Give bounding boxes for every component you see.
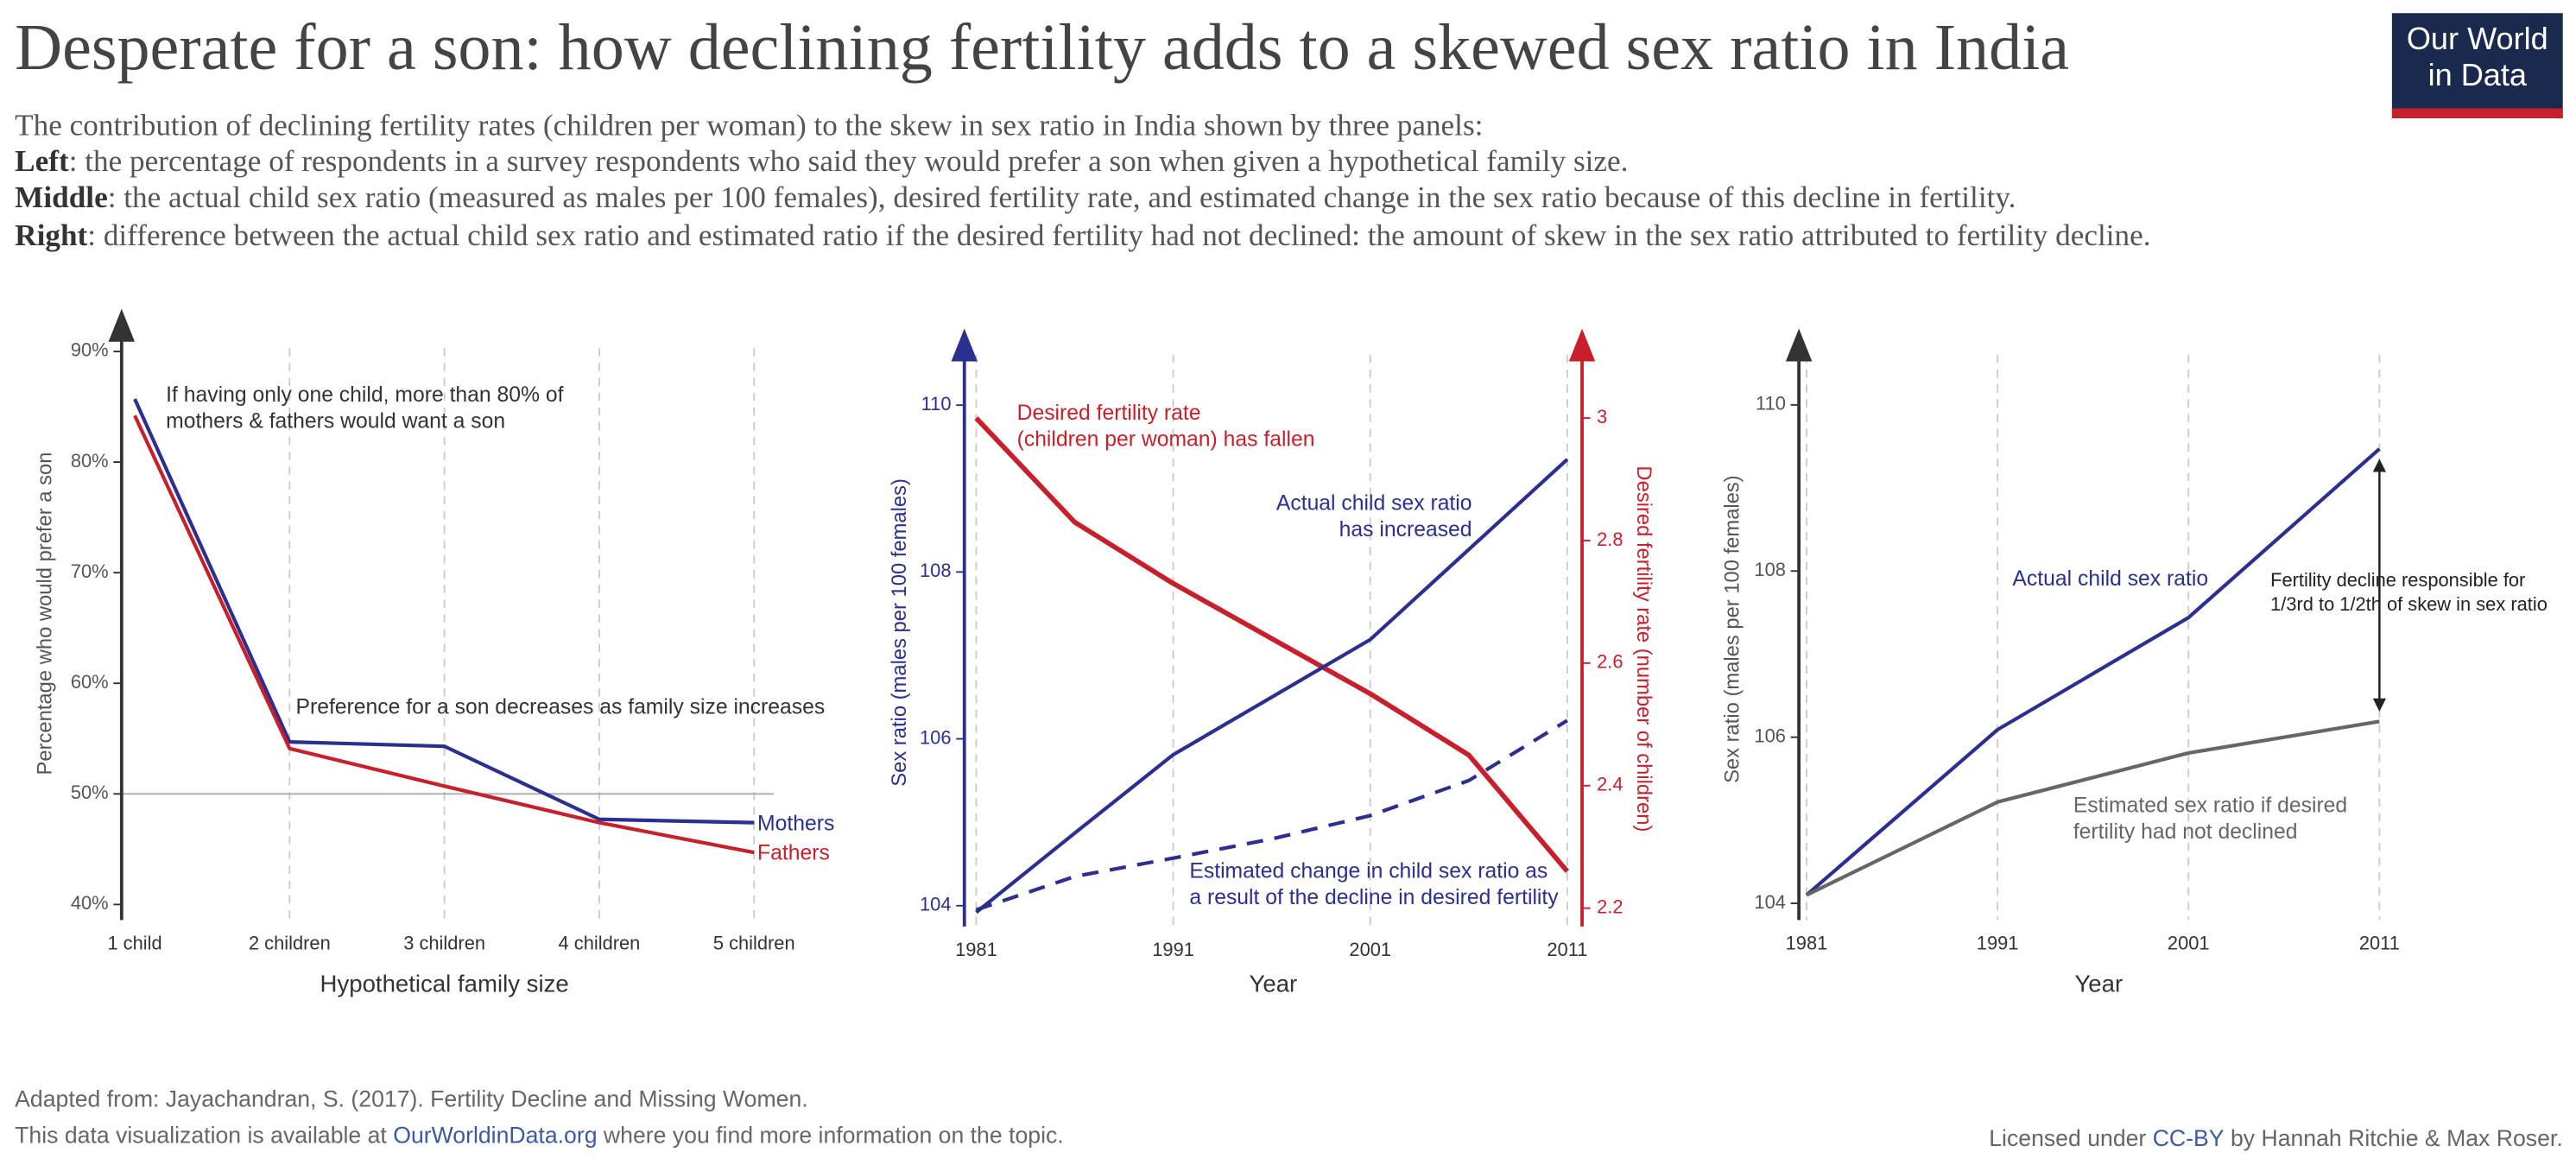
series-line bbox=[1805, 447, 2381, 897]
subtitle: Left: the percentage of respondents in a… bbox=[15, 144, 1628, 178]
series-label: fertility had not declined bbox=[2073, 820, 2298, 844]
y-tick-label: 108 bbox=[1754, 559, 1785, 580]
series-label: Actual child sex ratio bbox=[2012, 567, 2208, 591]
license: Licensed under CC-BY by Hannah Ritchie &… bbox=[1989, 1125, 2563, 1151]
panel: 1981 1991 2001 2011 Year 104 106 108 110 Sex rati… bbox=[1720, 328, 2548, 997]
series-label: Mothers bbox=[757, 813, 834, 836]
y-tick-label: 106 bbox=[920, 726, 951, 748]
series-line bbox=[133, 415, 755, 855]
y-tick-label: 50% bbox=[71, 782, 109, 803]
link[interactable]: OurWorldinData.org bbox=[393, 1122, 597, 1148]
subtitle-text: : the percentage of respondents in a sur… bbox=[69, 144, 1629, 178]
license-text: Licensed under bbox=[1989, 1125, 2152, 1151]
subtitle: Right: difference between the actual chi… bbox=[15, 218, 2150, 252]
y-tick-label: 70% bbox=[71, 560, 109, 582]
subtitle-label: Left bbox=[15, 144, 69, 178]
x-tick-label: 2001 bbox=[2168, 933, 2210, 954]
y-tick-label: 40% bbox=[71, 892, 109, 914]
series-label: has increased bbox=[1339, 518, 1472, 541]
y2-tick-label: 2.2 bbox=[1597, 896, 1623, 917]
x-tick-label: 1991 bbox=[1152, 939, 1194, 960]
logo-text: in Data bbox=[2428, 57, 2528, 92]
subtitle-label: Right bbox=[15, 218, 87, 252]
subtitle-text: : the actual child sex ratio (measured a… bbox=[108, 180, 2016, 214]
y-axis-title: Percentage who would prefer a son bbox=[34, 453, 57, 775]
series-line bbox=[133, 398, 755, 825]
series-label: (children per woman) has fallen bbox=[1017, 427, 1315, 451]
x-tick-label: 1991 bbox=[1977, 933, 2019, 954]
y-tick-label: 110 bbox=[921, 393, 952, 415]
panel: 1 child 2 children 3 children 4 children 5 c… bbox=[34, 308, 834, 997]
x-axis-title: Hypothetical family size bbox=[320, 971, 569, 997]
x-tick-label: 5 children bbox=[713, 933, 795, 954]
source: Adapted from: Jayachandran, S. (2017). F… bbox=[15, 1086, 807, 1112]
arrow-head bbox=[2372, 698, 2386, 712]
axis-arrow bbox=[108, 308, 136, 342]
y2-tick-label: 2.6 bbox=[1597, 651, 1623, 673]
series-line bbox=[975, 458, 1569, 915]
y-tick-label: 90% bbox=[71, 339, 109, 361]
x-tick-label: 2011 bbox=[1547, 939, 1587, 960]
x-tick-label: 1981 bbox=[1786, 933, 1828, 954]
x-axis-title: Year bbox=[1250, 971, 1298, 997]
annotation: Preference for a son decreases as family… bbox=[295, 695, 825, 718]
annotation: Fertility decline responsible for bbox=[2270, 569, 2525, 591]
y-tick-label: 108 bbox=[920, 560, 951, 581]
logo-band bbox=[2391, 108, 2563, 118]
note-text: where you find more information on the t… bbox=[598, 1122, 1064, 1148]
annotation: If having only one child, more than 80% … bbox=[166, 383, 563, 407]
y-tick-label: 104 bbox=[1754, 891, 1785, 913]
subtitle-label: Middle bbox=[15, 180, 108, 214]
annotation: 1/3rd to 1/2th of skew in sex ratio bbox=[2270, 593, 2548, 615]
x-tick-label: 1981 bbox=[955, 939, 997, 960]
series-line bbox=[974, 416, 1570, 873]
y-tick-label: 110 bbox=[1756, 393, 1786, 415]
series-label: a result of the decline in desired ferti… bbox=[1189, 886, 1559, 909]
note-text: This data visualization is available at bbox=[15, 1122, 393, 1148]
series-label: Estimated sex ratio if desired bbox=[2073, 794, 2347, 818]
axis-arrow bbox=[1785, 328, 1813, 362]
series-label: Estimated change in child sex ratio as bbox=[1189, 860, 1547, 883]
link[interactable]: CC-BY bbox=[2153, 1125, 2225, 1151]
logo-box bbox=[2391, 13, 2563, 118]
x-tick-label: 2 children bbox=[249, 933, 331, 954]
series-label: Fathers bbox=[757, 842, 830, 865]
series-line bbox=[975, 718, 1568, 912]
y-axis-title: Sex ratio (males per 100 females) bbox=[1720, 475, 1744, 783]
title: Desperate for a son: how declining ferti… bbox=[15, 11, 2069, 84]
annotation: mothers & fathers would want a son bbox=[166, 409, 505, 433]
y-tick-label: 106 bbox=[1754, 725, 1785, 746]
panel: 1981 1991 2001 2011 Year 104 106 108 110 Sex rati… bbox=[888, 328, 1655, 997]
y2-tick-label: 2.8 bbox=[1597, 529, 1623, 550]
subtitle-text: : difference between the actual child se… bbox=[87, 218, 2150, 252]
note: This data visualization is available at … bbox=[15, 1122, 1064, 1148]
series-label: Desired fertility rate bbox=[1017, 402, 1201, 425]
x-tick-label: 2011 bbox=[2359, 933, 2400, 954]
y2-tick-label: 2.4 bbox=[1597, 774, 1623, 795]
logo: Our World in Data bbox=[2391, 13, 2563, 118]
y-tick-label: 104 bbox=[920, 894, 951, 915]
x-tick-label: 4 children bbox=[559, 933, 641, 954]
arrow-head bbox=[2372, 459, 2386, 472]
subtitle: The contribution of declining fertility … bbox=[15, 108, 1483, 142]
license-text: by Hannah Ritchie & Max Roser. bbox=[2225, 1125, 2563, 1151]
series-line bbox=[1806, 719, 2380, 897]
series-label: Actual child sex ratio bbox=[1276, 492, 1472, 516]
y-axis-title: Sex ratio (males per 100 females) bbox=[888, 478, 911, 787]
axis-arrow bbox=[1568, 328, 1596, 362]
y2-tick-label: 3 bbox=[1597, 406, 1607, 427]
logo-text: Our World bbox=[2407, 21, 2548, 56]
y-tick-label: 80% bbox=[71, 450, 109, 472]
y2-axis-title: Desired fertility rate (number of childr… bbox=[1632, 465, 1655, 832]
x-tick-label: 3 children bbox=[403, 933, 485, 954]
axis-arrow bbox=[951, 328, 978, 362]
x-tick-label: 1 child bbox=[107, 933, 161, 954]
subtitle: Middle: the actual child sex ratio (meas… bbox=[15, 180, 2016, 214]
x-axis-title: Year bbox=[2074, 971, 2123, 997]
x-tick-label: 2001 bbox=[1349, 939, 1391, 960]
y-tick-label: 60% bbox=[71, 671, 109, 693]
